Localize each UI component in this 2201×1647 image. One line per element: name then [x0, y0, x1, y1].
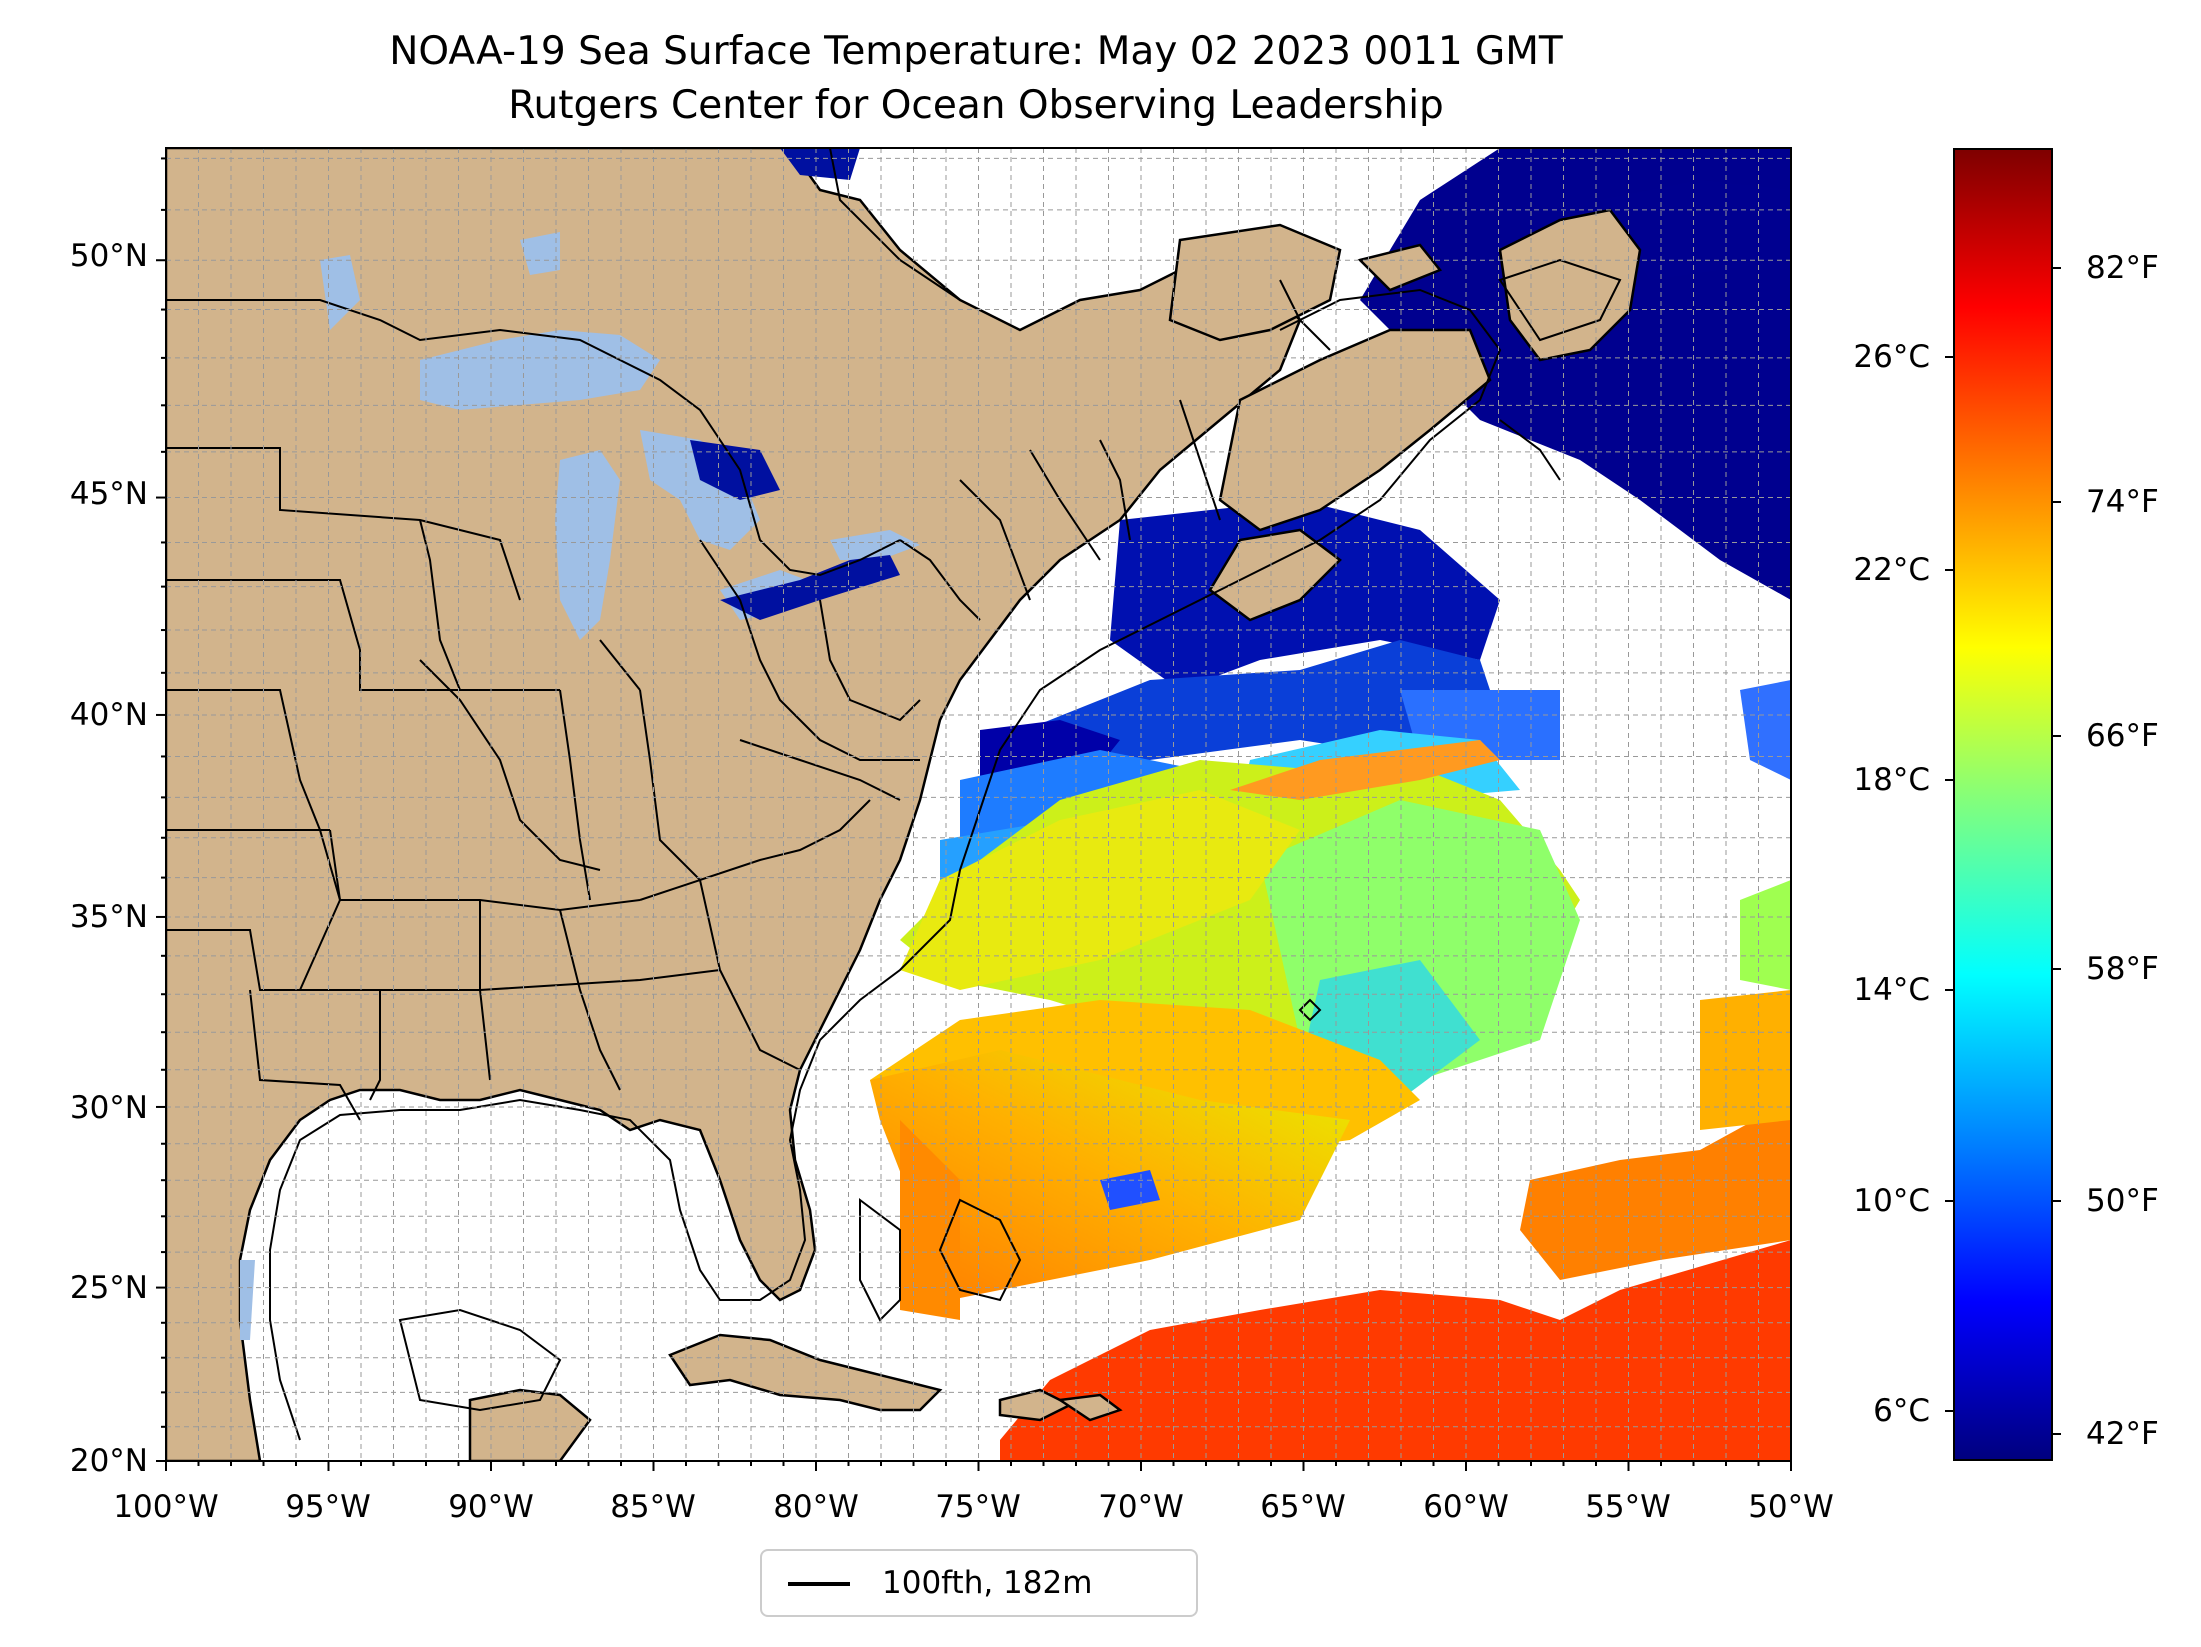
colorbar-celsius-label: 18°C — [1853, 762, 1930, 798]
colorbar — [1953, 148, 2053, 1461]
lon-label: 60°W — [1423, 1489, 1509, 1525]
axis-ticks — [156, 157, 1792, 1471]
lat-label: 35°N — [69, 899, 148, 935]
lon-label: 100°W — [113, 1489, 219, 1525]
lon-label: 70°W — [1098, 1489, 1184, 1525]
legend-line-swatch — [788, 1582, 850, 1586]
lon-label: 80°W — [773, 1489, 859, 1525]
colorbar-celsius-label: 14°C — [1853, 972, 1930, 1008]
great-lakes — [240, 232, 920, 1340]
sst-swath — [820, 148, 1791, 1461]
colorbar-celsius-label: 6°C — [1873, 1393, 1930, 1429]
colorbar-fahrenheit-label: 42°F — [2086, 1416, 2159, 1452]
cold-lake-pixels — [690, 148, 900, 620]
lat-label: 25°N — [69, 1270, 148, 1306]
gridlines — [166, 148, 1791, 1461]
colorbar-celsius-label: 22°C — [1853, 552, 1930, 588]
lon-label: 85°W — [610, 1489, 696, 1525]
lat-label: 40°N — [69, 697, 148, 733]
map-subtitle: Rutgers Center for Ocean Observing Leade… — [508, 83, 1444, 128]
lat-label: 20°N — [69, 1443, 148, 1479]
colorbar-fahrenheit-label: 50°F — [2086, 1183, 2159, 1219]
legend: 100fth, 182m — [760, 1549, 1198, 1617]
lon-label: 55°W — [1585, 1489, 1671, 1525]
lon-label: 95°W — [285, 1489, 371, 1525]
lat-label: 30°N — [69, 1090, 148, 1126]
colorbar-celsius-label: 26°C — [1853, 339, 1930, 375]
lat-label: 45°N — [69, 476, 148, 512]
lat-label: 50°N — [69, 238, 148, 274]
isobath-100fth — [269, 258, 1622, 1441]
lon-label: 50°W — [1748, 1489, 1834, 1525]
legend-label: 100fth, 182m — [882, 1565, 1093, 1601]
colorbar-fahrenheit-label: 74°F — [2086, 484, 2159, 520]
colorbar-fahrenheit-label: 58°F — [2086, 951, 2159, 987]
lon-label: 90°W — [448, 1489, 534, 1525]
colorbar-fahrenheit-label: 66°F — [2086, 718, 2159, 754]
lon-label: 65°W — [1260, 1489, 1346, 1525]
political-borders — [166, 148, 1331, 1121]
lon-label: 75°W — [935, 1489, 1021, 1525]
colorbar-fahrenheit-label: 82°F — [2086, 250, 2159, 286]
map-title: NOAA-19 Sea Surface Temperature: May 02 … — [389, 29, 1563, 74]
colorbar-celsius-label: 10°C — [1853, 1183, 1930, 1219]
